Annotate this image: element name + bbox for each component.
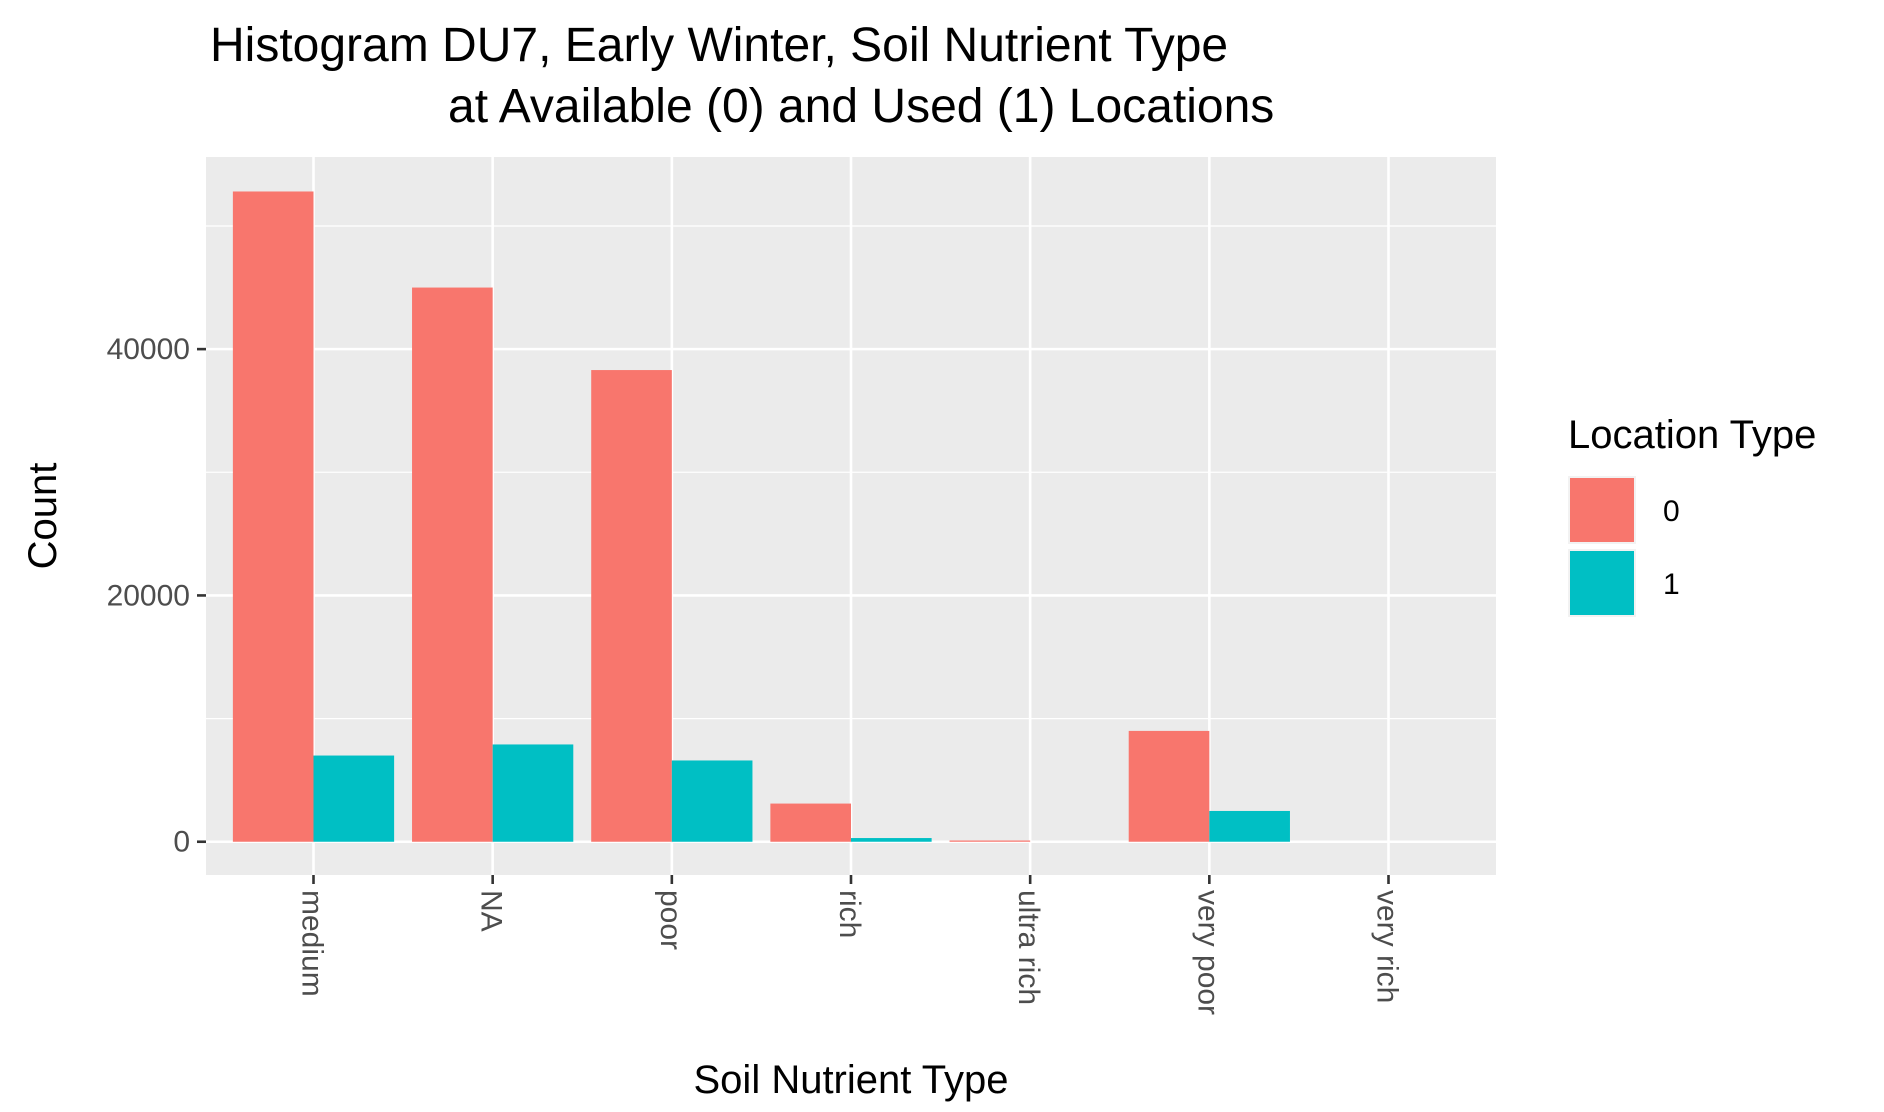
y-tick-label: 20000 [107, 579, 190, 612]
bar-series-0 [232, 191, 314, 842]
x-tick-label: ultra rich [1012, 890, 1045, 1005]
bar-series-0 [1128, 730, 1210, 842]
x-tick-label: poor [654, 890, 687, 950]
legend-key-swatch [1570, 478, 1634, 542]
legend: Location Type 0 1 [1568, 413, 1816, 617]
legend-title: Location Type [1568, 413, 1816, 457]
x-tick-label: medium [296, 890, 329, 997]
legend-entry-label: 0 [1663, 495, 1680, 528]
bar-series-1 [492, 744, 574, 842]
y-axis: 0 20000 40000 [107, 333, 206, 859]
x-axis: medium NA poor rich ultra rich very poor very … [296, 875, 1404, 1015]
x-tick-label: very rich [1371, 890, 1404, 1003]
y-axis-title: Count [21, 463, 65, 570]
x-tick-label: rich [833, 890, 866, 938]
legend-key-swatch [1570, 551, 1634, 615]
y-tick-label: 0 [173, 826, 190, 859]
chart-title-line-1: Histogram DU7, Early Winter, Soil Nutrie… [210, 19, 1228, 72]
x-tick-label: very poor [1191, 890, 1224, 1015]
legend-entry-label: 1 [1663, 568, 1680, 601]
bar-series-0 [591, 370, 672, 842]
y-tick-label: 40000 [107, 333, 190, 366]
bar-series-0 [949, 840, 1031, 842]
bar-series-1 [671, 760, 753, 842]
bars-layer [232, 191, 1290, 842]
bar-series-0 [770, 803, 851, 842]
x-tick-label: NA [475, 890, 508, 932]
chart-title-line-2: at Available (0) and Used (1) Locations [448, 80, 1274, 133]
bar-series-0 [412, 287, 493, 842]
x-axis-title: Soil Nutrient Type [694, 1058, 1009, 1102]
bar-series-1 [313, 755, 395, 842]
bar-series-1 [1209, 810, 1290, 842]
bar-series-1 [851, 838, 932, 842]
